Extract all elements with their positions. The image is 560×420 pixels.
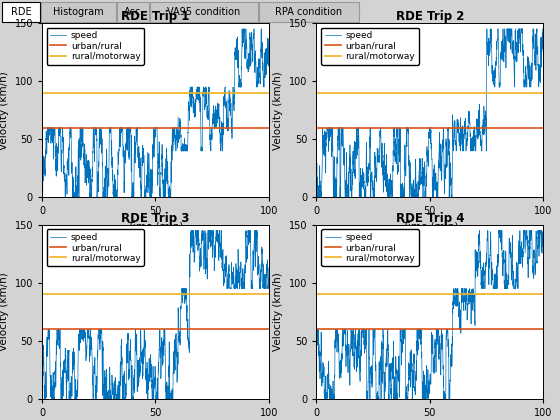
speed — [476, 228, 483, 233]
speed — [540, 32, 547, 37]
speed — [321, 396, 328, 402]
Legend: speed, urban/rural, rural/motorway: speed, urban/rural, rural/motorway — [46, 229, 144, 266]
urban/rural — [315, 327, 322, 332]
speed — [314, 195, 321, 200]
speed — [51, 395, 58, 400]
Legend: speed, urban/rural, rural/motorway: speed, urban/rural, rural/motorway — [46, 28, 144, 65]
Text: VA95 condition: VA95 condition — [167, 7, 241, 17]
urban/rural — [315, 125, 322, 130]
speed — [44, 346, 50, 351]
speed — [188, 228, 194, 233]
speed — [39, 360, 45, 365]
Text: Acc: Acc — [124, 7, 142, 17]
urban/rural — [313, 327, 320, 332]
Text: RPA condition: RPA condition — [276, 7, 343, 17]
speed — [175, 312, 182, 318]
Bar — [117, 2, 149, 22]
rural/motorway — [39, 292, 45, 297]
speed — [59, 396, 66, 401]
Legend: speed, urban/rural, rural/motorway: speed, urban/rural, rural/motorway — [321, 229, 419, 266]
speed — [239, 26, 245, 32]
rural/motorway — [313, 90, 320, 95]
speed — [325, 134, 332, 139]
Text: RDE: RDE — [11, 7, 31, 17]
speed — [318, 375, 325, 380]
speed — [123, 360, 130, 365]
speed — [398, 327, 404, 332]
speed — [450, 122, 456, 127]
speed — [59, 139, 66, 144]
rural/motorway — [39, 90, 45, 95]
urban/rural — [39, 327, 45, 332]
speed — [265, 37, 272, 42]
speed — [313, 148, 320, 153]
Line: speed: speed — [42, 29, 269, 197]
X-axis label: Time (min): Time (min) — [127, 222, 184, 232]
Legend: speed, urban/rural, rural/motorway: speed, urban/rural, rural/motorway — [321, 28, 419, 65]
Y-axis label: Velocity (km/h): Velocity (km/h) — [273, 273, 283, 351]
speed — [175, 126, 182, 131]
speed — [313, 346, 320, 351]
X-axis label: Time (min): Time (min) — [402, 222, 458, 232]
speed — [265, 265, 272, 270]
Y-axis label: Velocity (km/h): Velocity (km/h) — [273, 71, 283, 150]
rural/motorway — [41, 292, 48, 297]
speed — [483, 26, 490, 32]
speed — [333, 327, 340, 332]
Title: RDE Trip 2: RDE Trip 2 — [395, 10, 464, 23]
speed — [41, 396, 48, 402]
speed — [39, 195, 46, 200]
rural/motorway — [315, 90, 322, 95]
Bar — [2, 2, 40, 22]
speed — [333, 195, 340, 200]
Line: speed: speed — [316, 29, 543, 197]
speed — [44, 135, 50, 140]
rural/motorway — [313, 292, 320, 297]
speed — [500, 258, 507, 263]
urban/rural — [41, 327, 48, 332]
Bar — [150, 2, 258, 22]
speed — [540, 241, 547, 247]
Line: speed: speed — [316, 231, 543, 399]
speed — [51, 130, 58, 135]
speed — [398, 195, 404, 200]
Title: RDE Trip 1: RDE Trip 1 — [121, 10, 190, 23]
rural/motorway — [41, 90, 48, 95]
Bar — [259, 2, 359, 22]
urban/rural — [41, 125, 48, 130]
speed — [500, 41, 507, 46]
speed — [318, 183, 325, 188]
urban/rural — [313, 125, 320, 130]
speed — [226, 108, 232, 113]
speed — [450, 299, 456, 304]
Y-axis label: Velocity (km/h): Velocity (km/h) — [0, 273, 9, 351]
Bar — [41, 2, 116, 22]
Line: speed: speed — [42, 231, 269, 399]
rural/motorway — [315, 292, 322, 297]
urban/rural — [39, 125, 45, 130]
speed — [123, 140, 130, 145]
Text: Histogram: Histogram — [53, 7, 104, 17]
Title: RDE Trip 3: RDE Trip 3 — [121, 212, 190, 225]
speed — [325, 369, 332, 374]
Y-axis label: Velocity (km/h): Velocity (km/h) — [0, 71, 9, 150]
speed — [39, 156, 45, 161]
Title: RDE Trip 4: RDE Trip 4 — [395, 212, 464, 225]
speed — [226, 269, 232, 274]
